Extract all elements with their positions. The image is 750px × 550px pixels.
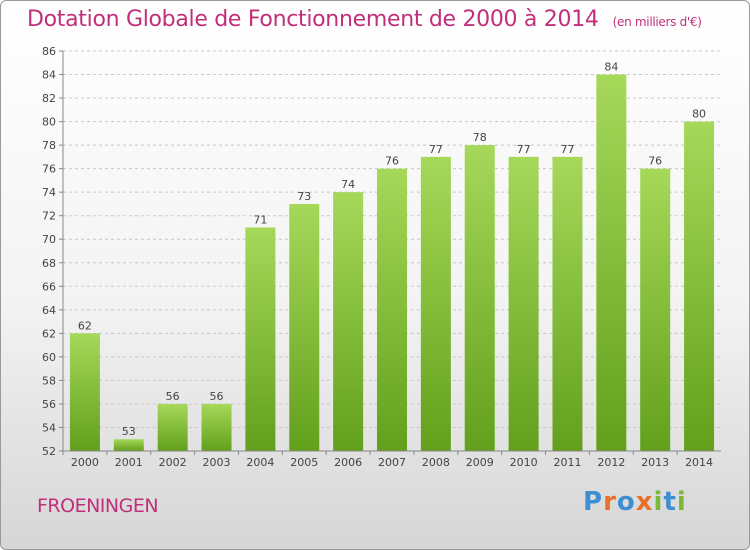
- bar-value-label: 77: [560, 143, 574, 156]
- x-tick-label: 2001: [115, 456, 143, 469]
- y-tick-label: 76: [42, 163, 56, 176]
- chart-subtitle: (en milliers d'€): [612, 15, 702, 29]
- logo-letter: i: [676, 487, 687, 517]
- logo-letter: i: [653, 487, 664, 517]
- bar-value-label: 62: [78, 319, 92, 332]
- x-tick-label: 2005: [290, 456, 318, 469]
- y-tick-label: 66: [42, 280, 56, 293]
- bar-value-label: 71: [253, 213, 267, 226]
- bar-value-label: 78: [473, 131, 487, 144]
- bar-2007: [377, 168, 407, 451]
- bar-2012: [596, 74, 627, 451]
- y-tick-label: 70: [42, 233, 56, 246]
- x-tick-label: 2009: [466, 456, 494, 469]
- y-tick-label: 62: [42, 327, 56, 340]
- y-tick-label: 60: [42, 351, 56, 364]
- bar-2011: [552, 156, 583, 451]
- bar-value-label: 77: [517, 143, 531, 156]
- logo-letter: t: [663, 487, 677, 517]
- y-tick-label: 74: [42, 186, 56, 199]
- bar-2010: [508, 156, 539, 451]
- x-tick-label: 2011: [553, 456, 581, 469]
- bar-value-label: 84: [604, 61, 618, 74]
- bar-value-label: 53: [122, 425, 136, 438]
- y-tick-label: 68: [42, 257, 56, 270]
- x-tick-label: 2004: [246, 456, 274, 469]
- bars: [69, 74, 715, 452]
- bar-2002: [157, 403, 188, 451]
- bar-value-label: 76: [648, 155, 662, 168]
- bar-2006: [333, 192, 364, 452]
- y-tick-label: 64: [42, 304, 56, 317]
- logo-letter: o: [616, 487, 636, 517]
- bar-2001: [113, 439, 144, 451]
- x-tick-label: 2012: [597, 456, 625, 469]
- y-tick-label: 78: [42, 139, 56, 152]
- y-tick-label: 52: [42, 445, 56, 458]
- x-tick-label: 2000: [71, 456, 99, 469]
- bar-2000: [69, 333, 100, 451]
- chart-title-text: Dotation Globale de Fonctionnement de 20…: [27, 7, 599, 32]
- bar-value-label: 77: [429, 143, 443, 156]
- x-axis: 2000 2001 2002 2003 2004 2005 2006 2007 2008 2009…: [62, 450, 721, 469]
- bar-2004: [245, 227, 276, 451]
- bar-2009: [464, 145, 495, 451]
- y-tick-label: 86: [42, 45, 56, 58]
- bar-value-label: 76: [385, 155, 399, 168]
- bar-2013: [640, 168, 671, 451]
- y-tick-label: 84: [42, 69, 56, 82]
- x-tick-label: 2014: [685, 456, 713, 469]
- bar-value-label: 56: [210, 390, 224, 403]
- bar-2005: [289, 203, 320, 451]
- bar-value-label: 74: [341, 178, 355, 191]
- x-tick-label: 2002: [159, 456, 187, 469]
- x-tick-label: 2013: [641, 456, 669, 469]
- logo-letter: r: [603, 487, 617, 517]
- town-name: FROENINGEN: [37, 495, 159, 517]
- x-tick-label: 2003: [203, 456, 231, 469]
- y-tick-label: 82: [42, 92, 56, 105]
- x-tick-label: 2006: [334, 456, 362, 469]
- x-tick-label: 2010: [510, 456, 538, 469]
- y-tick-label: 80: [42, 116, 56, 129]
- bar-2014: [684, 121, 715, 452]
- y-axis: 52 54 56 58 60 62 64 66 68 70 72 74 76 78 80 82 84 86: [42, 45, 64, 458]
- bar-value-label: 56: [166, 390, 180, 403]
- bar-2003: [201, 403, 232, 451]
- bar-value-label: 73: [297, 190, 311, 203]
- logo-letter: x: [635, 487, 654, 517]
- x-tick-label: 2008: [422, 456, 450, 469]
- value-labels: 62 53 56 56 71 73 74 76 77 78 77 77 84 76 80: [78, 61, 706, 439]
- x-tick-label: 2007: [378, 456, 406, 469]
- chart-title: Dotation Globale de Fonctionnement de 20…: [27, 7, 702, 32]
- bar-value-label: 80: [692, 108, 706, 121]
- logo-letter: P: [583, 487, 604, 517]
- y-tick-label: 56: [42, 398, 56, 411]
- y-tick-label: 72: [42, 210, 56, 223]
- proxiti-logo: Proxiti: [583, 487, 687, 517]
- y-tick-label: 54: [42, 421, 56, 434]
- y-tick-label: 58: [42, 374, 56, 387]
- bar-2008: [420, 156, 451, 451]
